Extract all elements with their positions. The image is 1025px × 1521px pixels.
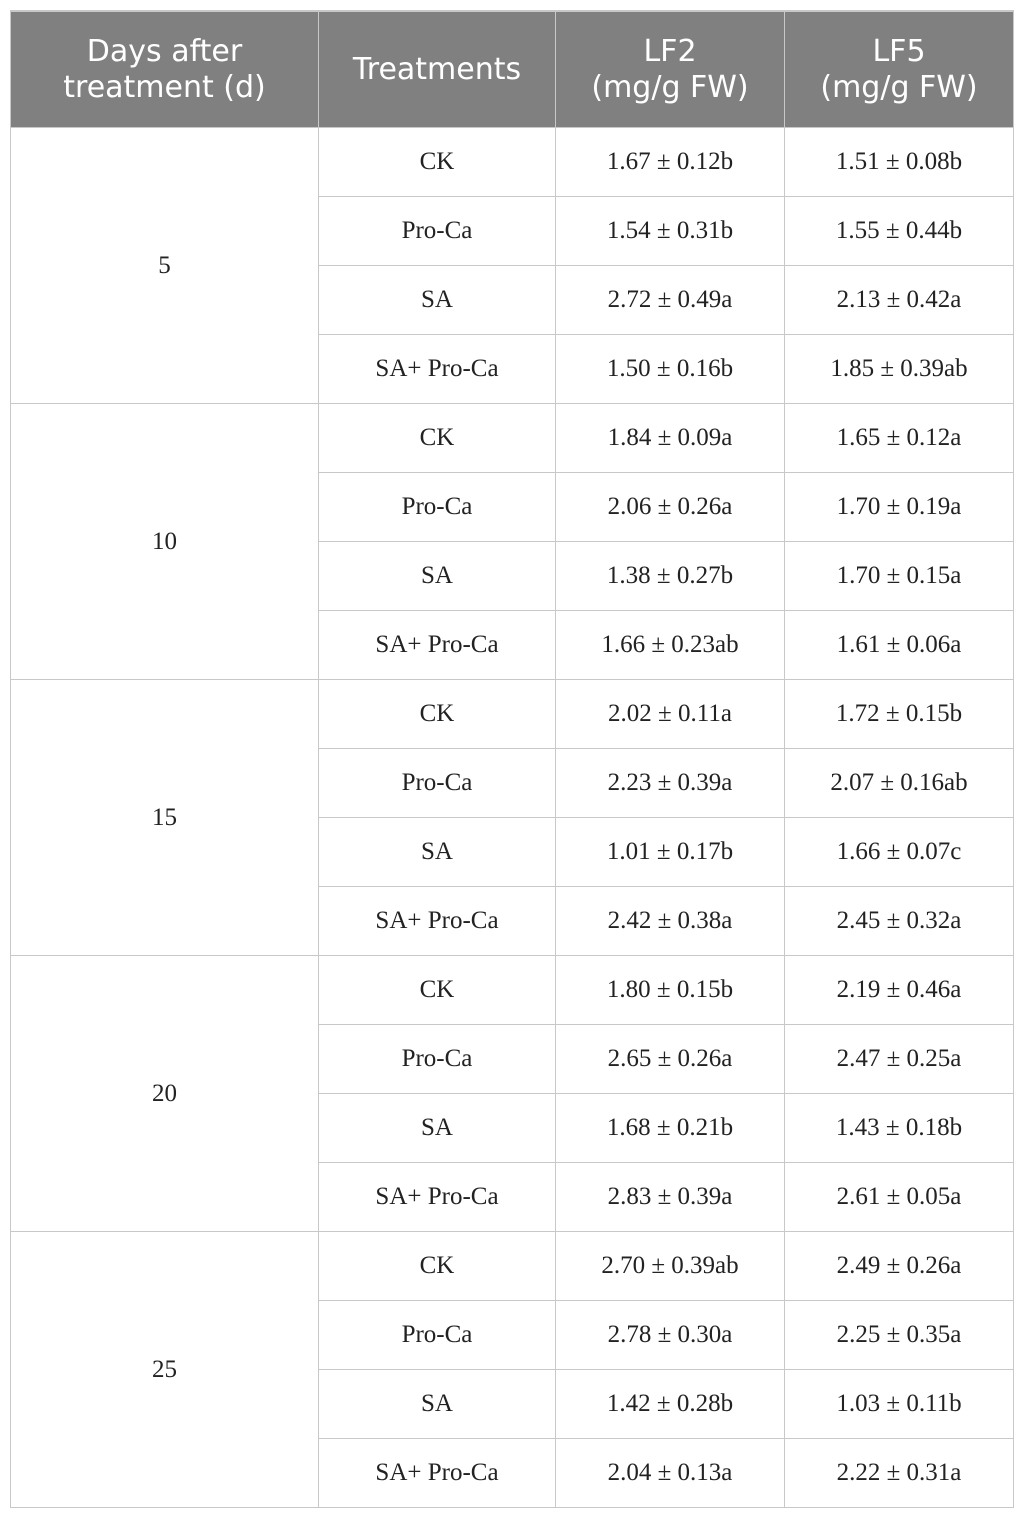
header-line: (mg/g FW) — [820, 69, 978, 105]
lf5-cell: 2.13 ± 0.42a — [784, 265, 1014, 335]
day-cell: 5 — [10, 127, 319, 404]
treatment-cell: Pro-Ca — [318, 1300, 556, 1370]
lf2-cell: 2.83 ± 0.39a — [555, 1162, 785, 1232]
table-row: SA 1.38 ± 0.27b 1.70 ± 0.15a — [11, 541, 1014, 611]
lf5-cell: 2.22 ± 0.31a — [784, 1438, 1014, 1508]
lf2-cell: 1.01 ± 0.17b — [555, 817, 785, 887]
table-row: SA 1.42 ± 0.28b 1.03 ± 0.11b — [11, 1369, 1014, 1439]
treatment-cell: SA — [318, 265, 556, 335]
day-cell: 25 — [10, 1231, 319, 1508]
table-row: SA 1.01 ± 0.17b 1.66 ± 0.07c — [11, 817, 1014, 887]
treatment-cell: Pro-Ca — [318, 196, 556, 266]
day-cell: 15 — [10, 679, 319, 956]
table-row: SA+ Pro-Ca 1.66 ± 0.23ab 1.61 ± 0.06a — [11, 610, 1014, 680]
lf2-cell: 2.42 ± 0.38a — [555, 886, 785, 956]
lf2-cell: 2.65 ± 0.26a — [555, 1024, 785, 1094]
treatment-cell: SA — [318, 817, 556, 887]
treatment-cell: Pro-Ca — [318, 748, 556, 818]
treatment-cell: CK — [318, 955, 556, 1025]
table-row: Pro-Ca 2.23 ± 0.39a 2.07 ± 0.16ab — [11, 748, 1014, 818]
lf5-cell: 2.19 ± 0.46a — [784, 955, 1014, 1025]
day-cell: 10 — [10, 403, 319, 680]
treatment-cell: CK — [318, 403, 556, 473]
lf2-cell: 1.80 ± 0.15b — [555, 955, 785, 1025]
lf5-cell: 1.66 ± 0.07c — [784, 817, 1014, 887]
table-row: SA+ Pro-Ca 2.83 ± 0.39a 2.61 ± 0.05a — [11, 1162, 1014, 1232]
table-row: SA 1.68 ± 0.21b 1.43 ± 0.18b — [11, 1093, 1014, 1163]
lf2-cell: 2.72 ± 0.49a — [555, 265, 785, 335]
header-treatments: Treatments — [318, 10, 556, 128]
table-row: SA+ Pro-Ca 1.50 ± 0.16b 1.85 ± 0.39ab — [11, 334, 1014, 404]
treatment-cell: Pro-Ca — [318, 472, 556, 542]
treatment-cell: SA+ Pro-Ca — [318, 334, 556, 404]
treatment-cell: SA+ Pro-Ca — [318, 1438, 556, 1508]
lf5-cell: 1.65 ± 0.12a — [784, 403, 1014, 473]
treatment-cell: SA+ Pro-Ca — [318, 1162, 556, 1232]
table-row: 25 CK 2.70 ± 0.39ab 2.49 ± 0.26a — [10, 1231, 1014, 1508]
treatment-cell: SA+ Pro-Ca — [318, 886, 556, 956]
header-line: (mg/g FW) — [591, 69, 749, 105]
table-row: SA+ Pro-Ca 2.42 ± 0.38a 2.45 ± 0.32a — [11, 886, 1014, 956]
lf5-cell: 1.70 ± 0.19a — [784, 472, 1014, 542]
lf5-cell: 1.70 ± 0.15a — [784, 541, 1014, 611]
header-line: treatment (d) — [63, 69, 266, 105]
header-line: Treatments — [352, 51, 522, 87]
lf2-cell: 1.38 ± 0.27b — [555, 541, 785, 611]
lf5-cell: 1.61 ± 0.06a — [784, 610, 1014, 680]
lf2-cell: 2.78 ± 0.30a — [555, 1300, 785, 1370]
treatment-cell: CK — [318, 679, 556, 749]
lf2-cell: 1.50 ± 0.16b — [555, 334, 785, 404]
treatment-cell: SA — [318, 1093, 556, 1163]
lf5-cell: 2.07 ± 0.16ab — [784, 748, 1014, 818]
lf2-cell: 2.70 ± 0.39ab — [555, 1231, 785, 1301]
lf2-cell: 2.06 ± 0.26a — [555, 472, 785, 542]
lf2-cell: 2.02 ± 0.11a — [555, 679, 785, 749]
table-row: Pro-Ca 1.54 ± 0.31b 1.55 ± 0.44b — [11, 196, 1014, 266]
lf2-cell: 1.42 ± 0.28b — [555, 1369, 785, 1439]
lf5-cell: 2.47 ± 0.25a — [784, 1024, 1014, 1094]
treatment-cell: CK — [318, 1231, 556, 1301]
data-table: Days after treatment (d) Treatments LF2 (mg/… — [10, 10, 1014, 1508]
lf5-cell: 2.61 ± 0.05a — [784, 1162, 1014, 1232]
treatment-cell: SA — [318, 541, 556, 611]
lf5-cell: 1.43 ± 0.18b — [784, 1093, 1014, 1163]
treatment-cell: SA+ Pro-Ca — [318, 610, 556, 680]
lf2-cell: 1.54 ± 0.31b — [555, 196, 785, 266]
treatment-cell: CK — [318, 127, 556, 197]
lf2-cell: 1.67 ± 0.12b — [555, 127, 785, 197]
lf5-cell: 1.55 ± 0.44b — [784, 196, 1014, 266]
lf2-cell: 1.68 ± 0.21b — [555, 1093, 785, 1163]
lf5-cell: 2.25 ± 0.35a — [784, 1300, 1014, 1370]
lf5-cell: 1.03 ± 0.11b — [784, 1369, 1014, 1439]
table-row: 10 CK 1.84 ± 0.09a 1.65 ± 0.12a — [10, 403, 1014, 680]
table-row: Pro-Ca 2.78 ± 0.30a 2.25 ± 0.35a — [11, 1300, 1014, 1370]
treatment-cell: Pro-Ca — [318, 1024, 556, 1094]
lf5-cell: 2.45 ± 0.32a — [784, 886, 1014, 956]
table-row: Pro-Ca 2.06 ± 0.26a 1.70 ± 0.19a — [11, 472, 1014, 542]
header-lf2: LF2 (mg/g FW) — [555, 10, 785, 128]
lf2-cell: 2.04 ± 0.13a — [555, 1438, 785, 1508]
header-line: Days after — [86, 33, 243, 69]
header-row: Days after treatment (d) Treatments LF2 (mg/… — [10, 10, 1014, 128]
lf2-cell: 2.23 ± 0.39a — [555, 748, 785, 818]
treatment-cell: SA — [318, 1369, 556, 1439]
lf5-cell: 1.51 ± 0.08b — [784, 127, 1014, 197]
table-row: 15 CK 2.02 ± 0.11a 1.72 ± 0.15b — [10, 679, 1014, 956]
header-lf5: LF5 (mg/g FW) — [784, 10, 1014, 128]
lf5-cell: 1.85 ± 0.39ab — [784, 334, 1014, 404]
table-row: SA+ Pro-Ca 2.04 ± 0.13a 2.22 ± 0.31a — [11, 1438, 1014, 1508]
lf2-cell: 1.84 ± 0.09a — [555, 403, 785, 473]
header-line: LF2 — [643, 33, 697, 69]
lf2-cell: 1.66 ± 0.23ab — [555, 610, 785, 680]
header-line: LF5 — [872, 33, 926, 69]
lf5-cell: 2.49 ± 0.26a — [784, 1231, 1014, 1301]
table-row: 5 CK 1.67 ± 0.12b 1.51 ± 0.08b — [10, 127, 1014, 404]
table-row: 20 CK 1.80 ± 0.15b 2.19 ± 0.46a — [10, 955, 1014, 1232]
day-cell: 20 — [10, 955, 319, 1232]
lf5-cell: 1.72 ± 0.15b — [784, 679, 1014, 749]
header-days: Days after treatment (d) — [10, 10, 319, 128]
